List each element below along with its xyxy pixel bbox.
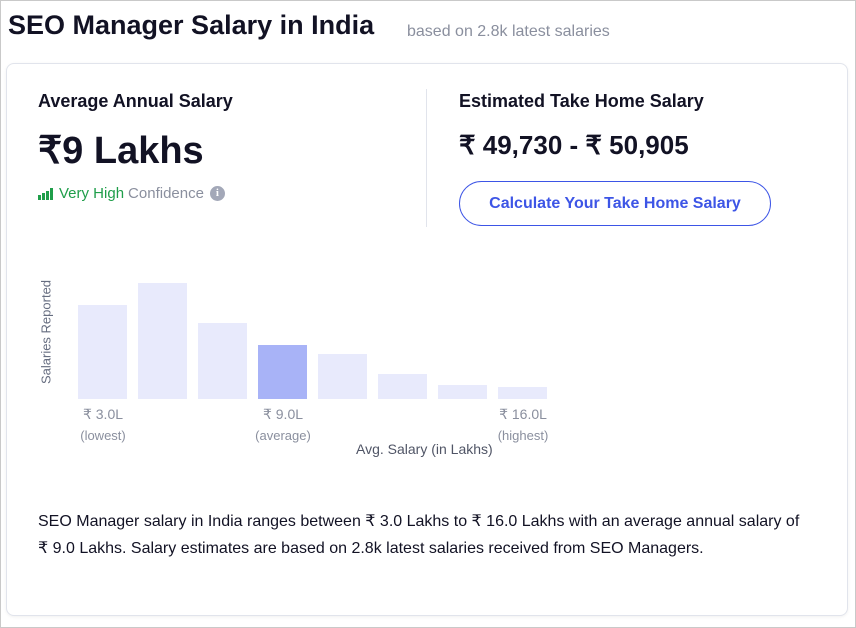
chart-bar[interactable]: [498, 387, 547, 399]
tick-lowest: ₹ 3.0L: [82, 406, 124, 422]
take-home-label: Estimated Take Home Salary: [459, 91, 704, 111]
chart-bar[interactable]: [198, 323, 247, 399]
tick-highest-sub: (highest): [497, 428, 549, 443]
chart-bar[interactable]: [318, 354, 367, 399]
tick-average: ₹ 9.0L: [262, 406, 304, 422]
page-title: SEO Manager Salary in India: [8, 10, 375, 40]
section-divider: [426, 89, 427, 227]
chart-y-axis-label: Salaries Reported: [38, 279, 54, 385]
calculate-take-home-button[interactable]: Calculate Your Take Home Salary: [459, 181, 771, 226]
tick-highest: ₹ 16.0L: [499, 406, 547, 422]
tick-average-sub: (average): [255, 428, 311, 443]
chart-bar[interactable]: [258, 345, 307, 399]
tick-lowest-sub: (lowest): [80, 428, 126, 443]
chart-bar[interactable]: [438, 385, 487, 399]
confidence-indicator: Very High Confidence i: [38, 185, 225, 202]
chart-bar[interactable]: [138, 283, 187, 399]
page-subtitle: based on 2.8k latest salaries: [407, 23, 610, 40]
confidence-label: Confidence: [128, 185, 204, 202]
chart-bar[interactable]: [78, 305, 127, 399]
info-icon[interactable]: i: [209, 186, 225, 201]
signal-bars-icon: [38, 187, 53, 200]
chart-bar[interactable]: [378, 374, 427, 399]
salary-description: SEO Manager salary in India ranges betwe…: [38, 513, 800, 557]
average-salary-label: Average Annual Salary: [38, 91, 233, 111]
chart-x-axis-label: Avg. Salary (in Lakhs): [356, 441, 493, 457]
average-salary-value: ₹9 Lakhs: [38, 130, 204, 172]
take-home-value: ₹ 49,730 - ₹ 50,905: [459, 130, 689, 160]
confidence-level: Very High: [59, 185, 125, 202]
